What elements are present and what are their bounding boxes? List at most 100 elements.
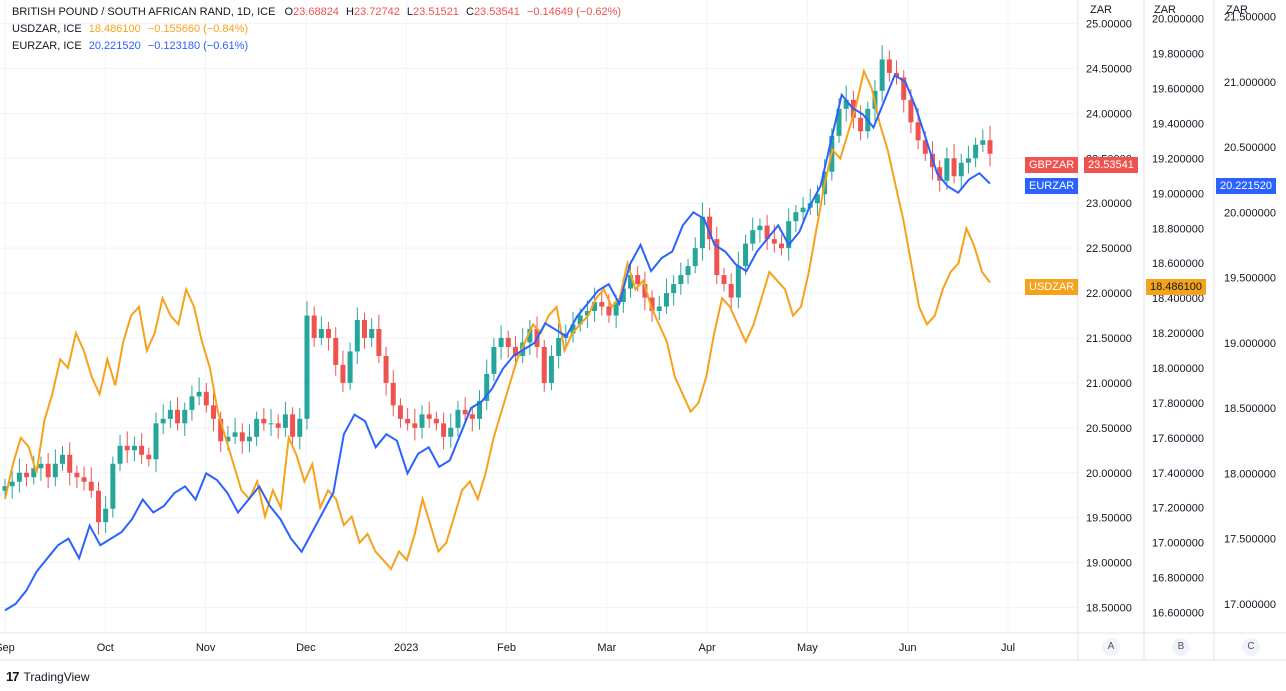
gbpzar-series-tag: GBPZAR [1025, 157, 1079, 173]
candle-body [340, 364, 346, 383]
axis-c-tick: 20.000000 [1224, 207, 1276, 219]
candle-body [606, 306, 612, 316]
legend-change: −0.14649 (−0.62%) [526, 6, 622, 18]
candle-body [261, 418, 267, 424]
time-tick: Feb [497, 642, 516, 654]
axis-a-tick: 25.00000 [1086, 18, 1132, 30]
time-tick: Jun [899, 642, 917, 654]
legend-l-label: L [406, 6, 414, 18]
axis-b-tick: 17.600000 [1152, 433, 1204, 445]
candle-body [225, 436, 231, 442]
axis-b-tick: 17.200000 [1152, 503, 1204, 515]
grid [0, 0, 1078, 633]
candle-body [469, 414, 475, 419]
axis-c-tick: 20.500000 [1224, 142, 1276, 154]
candle-body [836, 108, 842, 136]
usdzar-price-tag: 18.486100 [1146, 279, 1206, 295]
candle-body [383, 355, 389, 383]
axis-a-tick: 18.50000 [1086, 603, 1132, 615]
candle-body [153, 423, 159, 460]
axis-b-tick: 18.000000 [1152, 363, 1204, 375]
candle-body [922, 140, 928, 154]
axis-b-tick: 16.600000 [1152, 608, 1204, 620]
axis-b-tick: 20.000000 [1152, 14, 1204, 26]
candle-body [484, 373, 490, 401]
axis-c-tick: 18.500000 [1224, 403, 1276, 415]
candle-body [735, 266, 741, 298]
candle-body [326, 328, 332, 338]
axis-a-tick: 21.00000 [1086, 378, 1132, 390]
candle-body [103, 508, 109, 523]
candle-body [462, 409, 468, 415]
legend-eurzar-symbol: EURZAR, ICE [12, 40, 82, 52]
candle-body [361, 320, 367, 338]
legend-usdzar-symbol: USDZAR, ICE [12, 23, 82, 35]
scale-c-button[interactable]: C [1242, 638, 1260, 656]
axis-b-tick: 19.200000 [1152, 153, 1204, 165]
candle-body [498, 337, 504, 347]
axis-c-tick: 21.000000 [1224, 77, 1276, 89]
brand-name[interactable]: TradingView [23, 669, 90, 684]
usdzar-series-tag: USDZAR [1025, 279, 1079, 295]
legend-usdzar[interactable]: USDZAR, ICE 18.486100 −0.155660 (−0.84%) [12, 21, 621, 38]
tradingview-logo-icon[interactable]: 17 [6, 669, 20, 684]
axis-a-tick: 23.00000 [1086, 198, 1132, 210]
candle-body [778, 243, 784, 249]
axis-a-tick: 22.50000 [1086, 243, 1132, 255]
axis-b-tick: 16.800000 [1152, 573, 1204, 585]
legend-eurzar-change: −0.123180 (−0.61%) [147, 40, 249, 52]
candle-body [477, 400, 483, 419]
legend-h-label: H [346, 6, 354, 18]
candle-body [124, 445, 130, 451]
axis-b-tick: 18.200000 [1152, 328, 1204, 340]
axis-b-tick: 19.600000 [1152, 84, 1204, 96]
candle-body [448, 427, 454, 437]
axis-b-ticks: 20.000000 19.800000 19.600000 19.400000 19.2… [1152, 14, 1204, 620]
candle-body [146, 454, 152, 460]
candle-body [38, 463, 44, 469]
axis-b-tick: 19.400000 [1152, 119, 1204, 131]
candle-body [951, 158, 957, 177]
candle-body [232, 432, 238, 437]
candle-body [376, 328, 382, 356]
candle-body [886, 59, 892, 73]
axis-b-unit: ZAR [1154, 4, 1176, 16]
legend-gbpzar-symbol: BRITISH POUND / SOUTH AFRICAN RAND, 1D, … [12, 6, 276, 18]
legend-gbpzar[interactable]: BRITISH POUND / SOUTH AFRICAN RAND, 1D, … [12, 4, 621, 21]
candle-body [290, 414, 296, 437]
candle-body [405, 418, 411, 424]
axis-c-ticks: 21.500000 21.000000 20.500000 20.000000 19.5… [1224, 12, 1276, 611]
candle-body [635, 275, 641, 285]
axis-b-tick: 19.000000 [1152, 188, 1204, 200]
legend-o-label: O [284, 6, 294, 18]
axis-c-tick: 17.000000 [1224, 599, 1276, 611]
axis-a-unit: ZAR [1090, 4, 1112, 16]
candle-body [211, 405, 217, 419]
candle-body [246, 436, 252, 442]
candle-body [412, 423, 418, 428]
candle-body [505, 337, 511, 347]
eurzar-series-tag: EURZAR [1025, 178, 1079, 194]
scale-b-button[interactable]: B [1172, 638, 1190, 656]
usdzar-line [4, 67, 991, 571]
candle-body [965, 158, 971, 163]
candle-body [455, 409, 461, 428]
candle-body [663, 293, 669, 307]
candle-body [419, 414, 425, 428]
candle-body [218, 418, 224, 442]
scale-a-button[interactable]: A [1102, 638, 1120, 656]
candle-body [275, 423, 281, 428]
legend-usdzar-change: −0.155660 (−0.84%) [147, 23, 249, 35]
axis-a-tick: 20.50000 [1086, 423, 1132, 435]
legend-eurzar[interactable]: EURZAR, ICE 20.221520 −0.123180 (−0.61%) [12, 38, 621, 55]
candle-body [131, 445, 137, 451]
candle-body [441, 423, 447, 437]
time-tick: Nov [196, 642, 216, 654]
candle-body [390, 382, 396, 406]
candle-body [944, 158, 950, 181]
candle-body [512, 346, 518, 356]
candle-body [333, 337, 339, 365]
candle-body [239, 432, 245, 442]
legend-c-label: C [465, 6, 474, 18]
